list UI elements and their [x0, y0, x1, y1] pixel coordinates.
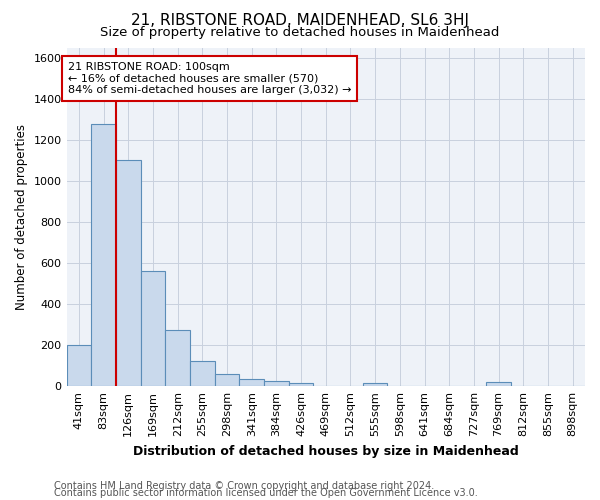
Bar — [486, 382, 511, 386]
Bar — [116, 160, 140, 386]
Bar — [165, 330, 190, 386]
Bar — [289, 383, 313, 386]
Bar — [264, 381, 289, 386]
Text: Size of property relative to detached houses in Maidenhead: Size of property relative to detached ho… — [100, 26, 500, 39]
Text: Contains public sector information licensed under the Open Government Licence v3: Contains public sector information licen… — [54, 488, 478, 498]
Bar — [140, 271, 165, 386]
Bar — [215, 374, 239, 386]
Text: 21 RIBSTONE ROAD: 100sqm
← 16% of detached houses are smaller (570)
84% of semi-: 21 RIBSTONE ROAD: 100sqm ← 16% of detach… — [68, 62, 351, 95]
Bar — [239, 379, 264, 386]
Text: 21, RIBSTONE ROAD, MAIDENHEAD, SL6 3HJ: 21, RIBSTONE ROAD, MAIDENHEAD, SL6 3HJ — [131, 12, 469, 28]
X-axis label: Distribution of detached houses by size in Maidenhead: Distribution of detached houses by size … — [133, 444, 518, 458]
Y-axis label: Number of detached properties: Number of detached properties — [15, 124, 28, 310]
Bar — [91, 124, 116, 386]
Bar — [67, 345, 91, 386]
Text: Contains HM Land Registry data © Crown copyright and database right 2024.: Contains HM Land Registry data © Crown c… — [54, 481, 434, 491]
Bar — [190, 360, 215, 386]
Bar — [363, 383, 388, 386]
